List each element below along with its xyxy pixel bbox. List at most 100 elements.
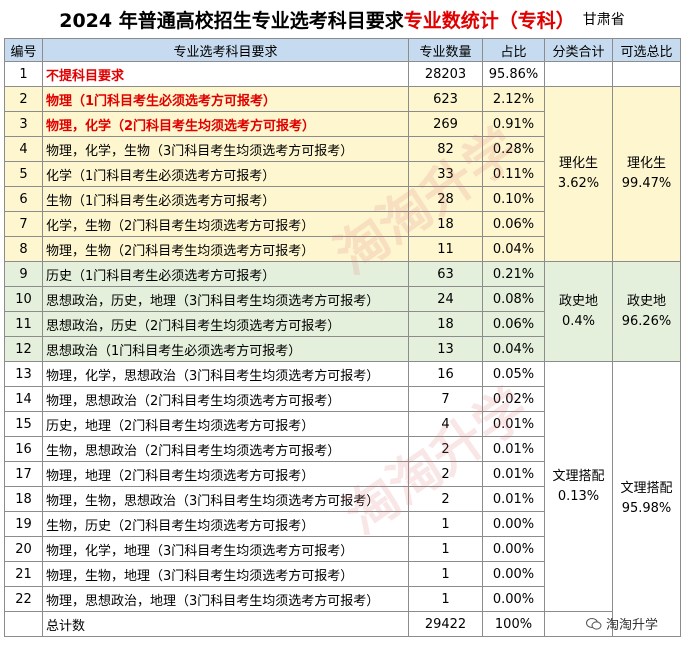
row-count: 1 xyxy=(408,586,483,612)
row-number: 17 xyxy=(4,461,43,487)
row-count: 63 xyxy=(408,261,483,287)
total-lib-pct: 96.26% xyxy=(621,313,672,329)
row-number: 11 xyxy=(4,311,43,337)
row-pct: 0.11% xyxy=(482,161,545,187)
total-sci: 理化生 99.47% xyxy=(612,86,681,262)
row-pct: 0.10% xyxy=(482,186,545,212)
row-number: 22 xyxy=(4,586,43,612)
group-sci: 理化生 3.62% xyxy=(544,86,613,262)
total-mix-pct: 95.98% xyxy=(621,501,672,516)
row-number: 7 xyxy=(4,211,43,237)
row-count: 82 xyxy=(408,136,483,162)
row-pct: 0.01% xyxy=(482,486,545,512)
table-row: 22 物理，思想政治，地理（3门科目考生均须选考方可报考） 1 0.00% xyxy=(4,586,681,612)
row-subject: 生物（1门科目考生必须选考方可报考） xyxy=(42,186,409,212)
total-group-empty xyxy=(544,611,613,637)
stats-table: 编号 专业选考科目要求 专业数量 占比 分类合计 可选总比 1 不提科目要求 282… xyxy=(4,38,681,637)
row-pct: 0.00% xyxy=(482,536,545,562)
row-pct: 95.86% xyxy=(482,61,545,87)
row-pct: 0.01% xyxy=(482,411,545,437)
table-row: 19 生物，历史（2门科目考生均须选考方可报考） 1 0.00% xyxy=(4,511,681,537)
header-count: 专业数量 xyxy=(408,38,483,62)
row-subject: 物理，生物，地理（3门科目考生均须选考方可报考） xyxy=(42,561,409,587)
table-row: 17 物理，地理（2门科目考生均须选考方可报考） 2 0.01% xyxy=(4,461,681,487)
row-subject: 思想政治（1门科目考生必须选考方可报考） xyxy=(42,336,409,362)
row-subject: 物理，化学，地理（3门科目考生均须选考方可报考） xyxy=(42,536,409,562)
row-subject: 物理（1门科目考生必须选考方可报考） xyxy=(42,86,409,112)
total-pct: 100% xyxy=(482,611,545,637)
table-row: 15 历史，地理（2门科目考生均须选考方可报考） 4 0.01% xyxy=(4,411,681,437)
wechat-icon xyxy=(585,617,602,630)
table-row: 10 思想政治，历史，地理（3门科目考生均须选考方可报考） 24 0.08% xyxy=(4,286,681,312)
row-count: 2 xyxy=(408,436,483,462)
row-count: 1 xyxy=(408,536,483,562)
row-number: 3 xyxy=(4,111,43,137)
row-subject: 物理，化学，生物（3门科目考生均须选考方可报考） xyxy=(42,136,409,162)
row-subject: 物理，化学，思想政治（3门科目考生均须选考方可报考） xyxy=(42,361,409,387)
row-number: 8 xyxy=(4,236,43,262)
row-pct: 0.06% xyxy=(482,311,545,337)
row-number: 16 xyxy=(4,436,43,462)
total-count: 29422 xyxy=(408,611,483,637)
row-subject: 化学，生物（2门科目考生均须选考方可报考） xyxy=(42,211,409,237)
table-row: 7 化学，生物（2门科目考生均须选考方可报考） 18 0.06% xyxy=(4,211,681,237)
header-pct: 占比 xyxy=(482,38,545,62)
row-pct: 0.08% xyxy=(482,286,545,312)
header-subject: 专业选考科目要求 xyxy=(42,38,409,62)
row-subject: 生物，思想政治（2门科目考生均须选考方可报考） xyxy=(42,436,409,462)
table-row: 6 生物（1门科目考生必须选考方可报考） 28 0.10% xyxy=(4,186,681,212)
row-number: 19 xyxy=(4,511,43,537)
row-count: 2 xyxy=(408,486,483,512)
page-title: 2024 年普通高校招生专业选考科目要求 专业数统计（专科） 甘肃省 xyxy=(0,0,684,38)
header-total: 可选总比 xyxy=(612,38,681,62)
footer-logo-text: 淘淘升学 xyxy=(605,618,658,633)
row-number: 20 xyxy=(4,536,43,562)
table-row: 14 物理，思想政治（2门科目考生均须选考方可报考） 7 0.02% xyxy=(4,386,681,412)
row-subject: 化学（1门科目考生必须选考方可报考） xyxy=(42,161,409,187)
row-number: 13 xyxy=(4,361,43,387)
row-count: 18 xyxy=(408,311,483,337)
group-mix: 文理搭配 0.13% xyxy=(544,361,613,612)
table-row: 18 物理，生物，思想政治（3门科目考生均须选考方可报考） 2 0.01% xyxy=(4,486,681,512)
row-number: 1 xyxy=(4,61,43,87)
row-number: 6 xyxy=(4,186,43,212)
row-number: 12 xyxy=(4,336,43,362)
footer-logo: 淘淘升学 xyxy=(585,614,658,633)
row-subject: 物理，地理（2门科目考生均须选考方可报考） xyxy=(42,461,409,487)
table-row: 9 历史（1门科目考生必须选考方可报考） 63 0.21% 政史地 0.4% 政史地 96.2… xyxy=(4,261,681,362)
row-subject: 物理，生物（2门科目考生均须选考方可报考） xyxy=(42,236,409,262)
row-count: 1 xyxy=(408,561,483,587)
row-count: 11 xyxy=(408,236,483,262)
table-row: 3 物理，化学（2门科目考生均须选考方可报考） 269 0.91% xyxy=(4,111,681,137)
row-count: 33 xyxy=(408,161,483,187)
total-lib: 政史地 96.26% xyxy=(612,261,681,362)
row-subject: 生物，历史（2门科目考生均须选考方可报考） xyxy=(42,511,409,537)
row-subject: 物理，生物，思想政治（3门科目考生均须选考方可报考） xyxy=(42,486,409,512)
row-number: 2 xyxy=(4,86,43,112)
row-number: 9 xyxy=(4,261,43,287)
row-pct: 0.28% xyxy=(482,136,545,162)
table-row: 2 物理（1门科目考生必须选考方可报考） 623 2.12% 理化生 3.62% 理化生 99… xyxy=(4,86,681,262)
row-count: 24 xyxy=(408,286,483,312)
row-subject: 物理，思想政治，地理（3门科目考生均须选考方可报考） xyxy=(42,586,409,612)
group-sci-pct: 3.62% xyxy=(557,176,600,191)
row-pct: 0.00% xyxy=(482,586,545,612)
table-row: 20 物理，化学，地理（3门科目考生均须选考方可报考） 1 0.00% xyxy=(4,536,681,562)
row-pct: 2.12% xyxy=(482,86,545,112)
row-pct: 0.04% xyxy=(482,336,545,362)
header-num: 编号 xyxy=(4,38,43,62)
total-sci-name: 理化生 xyxy=(626,156,666,171)
row-pct: 0.05% xyxy=(482,361,545,387)
row-subject: 历史，地理（2门科目考生均须选考方可报考） xyxy=(42,411,409,437)
row-pct: 0.06% xyxy=(482,211,545,237)
row-number: 10 xyxy=(4,286,43,312)
row-count: 13 xyxy=(408,336,483,362)
row-pct: 0.00% xyxy=(482,561,545,587)
row-pct: 0.04% xyxy=(482,236,545,262)
total-sci-pct: 99.47% xyxy=(621,176,672,191)
row-count: 18 xyxy=(408,211,483,237)
table-row: 4 物理，化学，生物（3门科目考生均须选考方可报考） 82 0.28% xyxy=(4,136,681,162)
row-pct: 0.91% xyxy=(482,111,545,137)
row-count: 4 xyxy=(408,411,483,437)
row-count: 16 xyxy=(408,361,483,387)
